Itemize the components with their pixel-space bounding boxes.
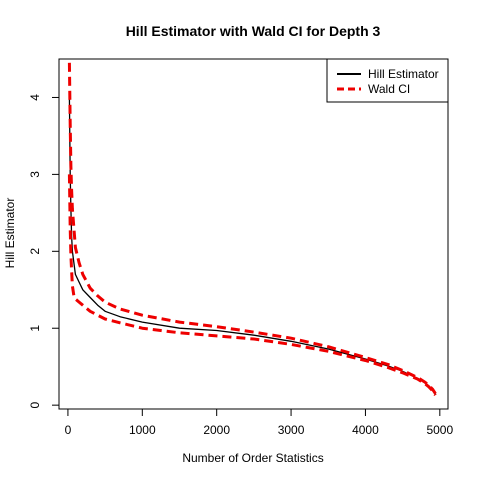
x-axis-label: Number of Order Statistics	[182, 451, 323, 465]
y-tick-label: 0	[28, 401, 42, 408]
x-tick-label: 1000	[129, 423, 156, 437]
y-tick-label: 3	[28, 171, 42, 178]
y-tick-label: 2	[28, 248, 42, 255]
x-tick-label: 0	[65, 423, 72, 437]
legend-box	[326, 58, 449, 103]
y-tick-label: 4	[28, 94, 42, 101]
x-tick-label: 2000	[203, 423, 230, 437]
plot-frame	[58, 58, 449, 410]
x-axis: 0 1000 2000 3000 4000 5000	[65, 408, 453, 437]
hill-estimator-line	[68, 97, 436, 395]
y-tick-label: 1	[28, 325, 42, 332]
legend-label: Hill Estimator	[368, 67, 439, 81]
series-layer	[67, 62, 437, 397]
y-axis: 0 1 2 3 4	[28, 94, 60, 408]
y-axis-label: Hill Estimator	[3, 198, 17, 269]
x-tick-label: 4000	[352, 423, 379, 437]
wald-ci-lower-line	[67, 174, 437, 397]
x-tick-label: 5000	[426, 423, 453, 437]
chart-title: Hill Estimator with Wald CI for Depth 3	[126, 23, 381, 39]
legend-label: Wald CI	[368, 82, 410, 96]
wald-ci-upper-line	[67, 62, 437, 395]
x-tick-label: 3000	[278, 423, 305, 437]
